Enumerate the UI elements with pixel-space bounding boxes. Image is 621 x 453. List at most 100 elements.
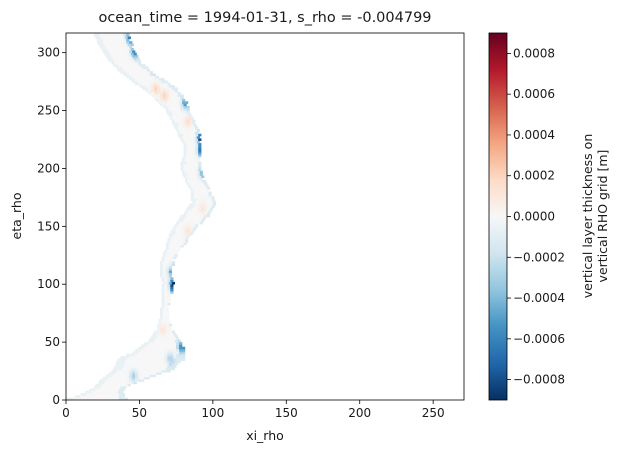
heatmap-cell bbox=[164, 332, 168, 336]
heatmap-cell bbox=[137, 73, 142, 77]
heatmap-cell bbox=[123, 61, 127, 65]
heatmap-cell bbox=[195, 207, 199, 211]
heatmap-cell bbox=[168, 247, 173, 250]
heatmap-cell bbox=[114, 374, 118, 378]
heatmap-cell bbox=[170, 249, 174, 253]
heatmap-cell bbox=[183, 235, 187, 239]
heatmap-cell bbox=[189, 224, 193, 227]
heatmap-cell bbox=[183, 154, 187, 158]
heatmap-cell bbox=[154, 94, 158, 97]
heatmap-cell bbox=[167, 302, 171, 306]
heatmap-cell bbox=[98, 393, 102, 396]
heatmap-cell bbox=[140, 80, 145, 84]
heatmap-cell bbox=[155, 98, 159, 102]
heatmap-cell bbox=[177, 224, 181, 227]
heatmap-cell bbox=[198, 168, 202, 172]
heatmap-cell bbox=[202, 180, 206, 183]
heatmap-cell bbox=[148, 339, 152, 343]
heatmap-cell bbox=[183, 105, 187, 109]
heatmap-cell bbox=[167, 286, 171, 290]
heatmap-cell bbox=[146, 73, 151, 77]
heatmap-cell bbox=[198, 214, 202, 218]
heatmap-cell bbox=[177, 247, 181, 250]
heatmap-cell bbox=[177, 242, 181, 246]
heatmap-cell bbox=[192, 219, 196, 223]
heatmap-cell bbox=[89, 397, 93, 400]
heatmap-cell bbox=[155, 365, 159, 368]
heatmap-cell bbox=[120, 379, 124, 382]
heatmap-cell bbox=[161, 98, 165, 102]
heatmap-cell bbox=[133, 66, 137, 70]
heatmap-cell bbox=[98, 383, 102, 387]
heatmap-cell bbox=[201, 214, 205, 218]
heatmap-cell bbox=[198, 203, 202, 206]
y-tick-label: 50 bbox=[45, 335, 60, 349]
heatmap-cell bbox=[108, 55, 112, 58]
heatmap-cell bbox=[132, 71, 136, 74]
heatmap-cell bbox=[165, 105, 170, 109]
heatmap-cell bbox=[180, 108, 184, 111]
heatmap-cell bbox=[95, 383, 99, 387]
heatmap-cell bbox=[101, 383, 105, 387]
heatmap-cell bbox=[196, 184, 200, 188]
heatmap-cell bbox=[161, 258, 165, 262]
heatmap-cell bbox=[182, 221, 186, 225]
heatmap-cell bbox=[121, 388, 126, 392]
heatmap-cell bbox=[137, 358, 142, 361]
heatmap-cell bbox=[161, 332, 165, 336]
heatmap-cell bbox=[204, 203, 208, 206]
heatmap-cell bbox=[98, 43, 102, 47]
heatmap-cell bbox=[168, 281, 173, 285]
heatmap-cell bbox=[105, 50, 109, 53]
heatmap-cell bbox=[182, 129, 186, 132]
heatmap-cell bbox=[173, 342, 177, 345]
heatmap-cell bbox=[140, 346, 145, 350]
heatmap-cell bbox=[88, 390, 92, 394]
heatmap-cell bbox=[183, 168, 187, 172]
heatmap-cell bbox=[102, 45, 106, 49]
heatmap-cell bbox=[171, 251, 175, 255]
heatmap-cell bbox=[145, 85, 149, 88]
heatmap-cell bbox=[183, 161, 187, 165]
heatmap-cell bbox=[146, 342, 151, 345]
heatmap-cell bbox=[164, 279, 168, 283]
heatmap-cell bbox=[183, 149, 187, 153]
heatmap-cell bbox=[126, 41, 130, 44]
heatmap-cell bbox=[152, 369, 156, 373]
heatmap-cell bbox=[165, 94, 170, 97]
heatmap-cell bbox=[129, 365, 133, 368]
heatmap-cell bbox=[168, 367, 173, 371]
heatmap-cell bbox=[124, 360, 128, 364]
heatmap-cell bbox=[104, 36, 108, 40]
heatmap-cell bbox=[189, 186, 193, 190]
heatmap-cell bbox=[135, 73, 139, 77]
heatmap-cell bbox=[184, 112, 189, 116]
heatmap-cell bbox=[155, 332, 159, 336]
heatmap-cell bbox=[198, 166, 202, 169]
heatmap-cell bbox=[142, 64, 146, 67]
heatmap-cell bbox=[126, 59, 130, 63]
heatmap-cell bbox=[201, 186, 205, 190]
heatmap-cell bbox=[120, 71, 124, 74]
heatmap-cell bbox=[173, 358, 177, 361]
heatmap-cell bbox=[199, 180, 203, 183]
heatmap-cell bbox=[167, 300, 171, 304]
heatmap-cell bbox=[129, 374, 133, 378]
heatmap-cell bbox=[129, 75, 133, 79]
heatmap-cell bbox=[182, 351, 186, 354]
heatmap-cell bbox=[127, 362, 131, 366]
heatmap-cell bbox=[129, 379, 133, 382]
heatmap-cell bbox=[149, 344, 153, 348]
heatmap-cell bbox=[161, 279, 165, 283]
heatmap-cell bbox=[127, 64, 131, 67]
heatmap-cell bbox=[123, 356, 127, 359]
heatmap-cell bbox=[173, 256, 177, 260]
heatmap-cell bbox=[162, 254, 167, 257]
heatmap-cell bbox=[157, 96, 161, 100]
heatmap-cell bbox=[111, 61, 115, 65]
heatmap-cell bbox=[120, 376, 124, 380]
heatmap-cell bbox=[135, 349, 139, 352]
heatmap-cell bbox=[182, 156, 186, 160]
heatmap-cell bbox=[193, 205, 198, 209]
heatmap-cell bbox=[140, 351, 145, 354]
